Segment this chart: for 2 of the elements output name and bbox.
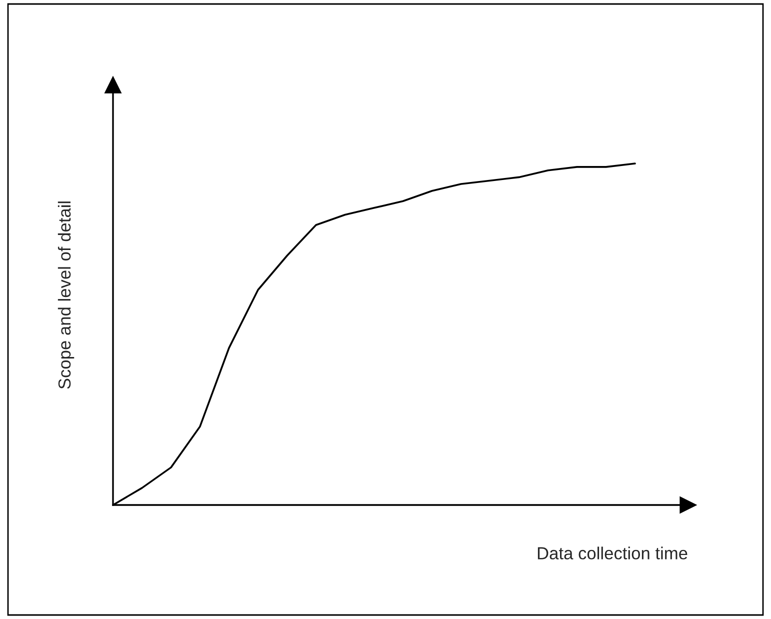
y-axis-title: Scope and level of detail bbox=[58, 202, 74, 389]
x-axis-title: Data collection time bbox=[538, 546, 688, 560]
